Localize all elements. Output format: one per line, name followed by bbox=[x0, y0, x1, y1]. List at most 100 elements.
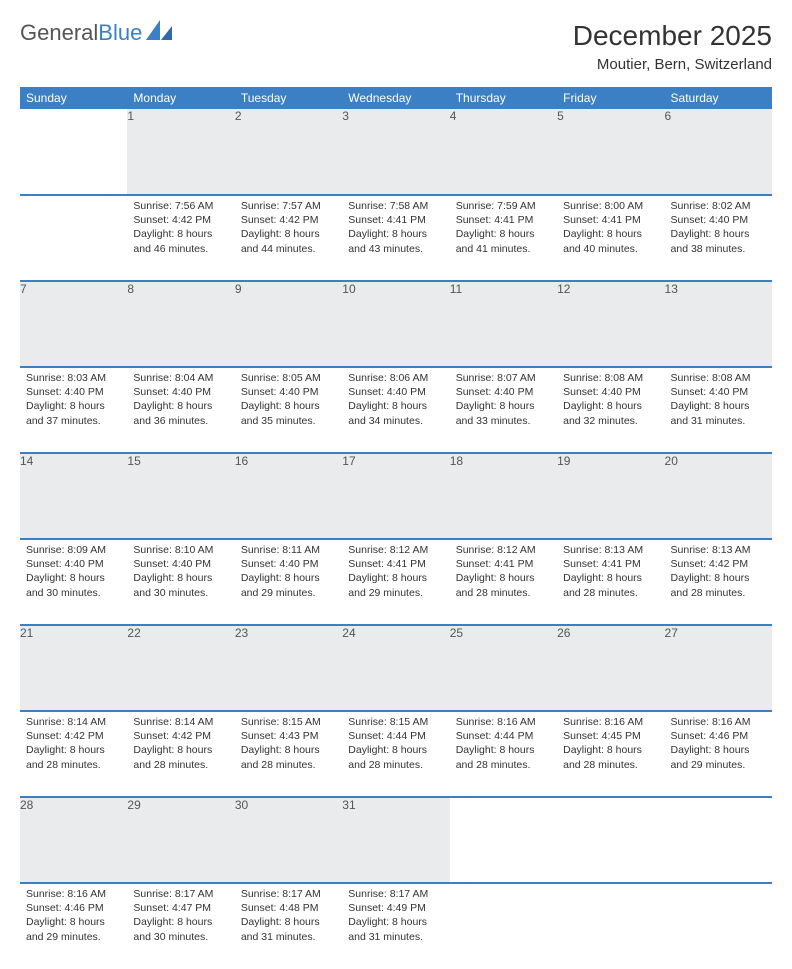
sunrise-text: Sunrise: 8:11 AM bbox=[241, 543, 336, 557]
brand-logo: GeneralBlue bbox=[20, 20, 172, 46]
day-cell bbox=[20, 195, 127, 281]
sunset-text: Sunset: 4:40 PM bbox=[241, 557, 336, 571]
day-number: 29 bbox=[127, 797, 234, 883]
day-number: 21 bbox=[20, 625, 127, 711]
day-cell: Sunrise: 7:56 AMSunset: 4:42 PMDaylight:… bbox=[127, 195, 234, 281]
daylight-text: Daylight: 8 hours and 29 minutes. bbox=[671, 743, 766, 771]
sunrise-text: Sunrise: 8:09 AM bbox=[26, 543, 121, 557]
day-cell: Sunrise: 8:13 AMSunset: 4:42 PMDaylight:… bbox=[665, 539, 772, 625]
weekday-header: Thursday bbox=[450, 87, 557, 109]
daylight-text: Daylight: 8 hours and 33 minutes. bbox=[456, 399, 551, 427]
day-cell: Sunrise: 8:09 AMSunset: 4:40 PMDaylight:… bbox=[20, 539, 127, 625]
brand-name-1: General bbox=[20, 20, 98, 46]
day-cell: Sunrise: 8:00 AMSunset: 4:41 PMDaylight:… bbox=[557, 195, 664, 281]
day-cell: Sunrise: 8:14 AMSunset: 4:42 PMDaylight:… bbox=[127, 711, 234, 797]
day-cell: Sunrise: 8:15 AMSunset: 4:43 PMDaylight:… bbox=[235, 711, 342, 797]
day-cell: Sunrise: 8:17 AMSunset: 4:48 PMDaylight:… bbox=[235, 883, 342, 969]
sunset-text: Sunset: 4:46 PM bbox=[671, 729, 766, 743]
weekday-header: Monday bbox=[127, 87, 234, 109]
weekday-header: Wednesday bbox=[342, 87, 449, 109]
sunrise-text: Sunrise: 8:00 AM bbox=[563, 199, 658, 213]
sunset-text: Sunset: 4:40 PM bbox=[133, 557, 228, 571]
sunset-text: Sunset: 4:40 PM bbox=[241, 385, 336, 399]
day-cell: Sunrise: 7:58 AMSunset: 4:41 PMDaylight:… bbox=[342, 195, 449, 281]
sunrise-text: Sunrise: 8:16 AM bbox=[26, 887, 121, 901]
sunrise-text: Sunrise: 8:17 AM bbox=[348, 887, 443, 901]
week-row: Sunrise: 8:03 AMSunset: 4:40 PMDaylight:… bbox=[20, 367, 772, 453]
daylight-text: Daylight: 8 hours and 28 minutes. bbox=[456, 743, 551, 771]
sunset-text: Sunset: 4:40 PM bbox=[348, 385, 443, 399]
sunset-text: Sunset: 4:40 PM bbox=[133, 385, 228, 399]
sunset-text: Sunset: 4:40 PM bbox=[456, 385, 551, 399]
day-cell: Sunrise: 8:10 AMSunset: 4:40 PMDaylight:… bbox=[127, 539, 234, 625]
daylight-text: Daylight: 8 hours and 28 minutes. bbox=[133, 743, 228, 771]
daylight-text: Daylight: 8 hours and 46 minutes. bbox=[133, 227, 228, 255]
day-number: 26 bbox=[557, 625, 664, 711]
sunset-text: Sunset: 4:45 PM bbox=[563, 729, 658, 743]
weekday-header: Friday bbox=[557, 87, 664, 109]
day-number: 2 bbox=[235, 109, 342, 195]
weekday-header: Sunday bbox=[20, 87, 127, 109]
day-cell: Sunrise: 8:08 AMSunset: 4:40 PMDaylight:… bbox=[557, 367, 664, 453]
day-cell: Sunrise: 8:16 AMSunset: 4:45 PMDaylight:… bbox=[557, 711, 664, 797]
daylight-text: Daylight: 8 hours and 28 minutes. bbox=[563, 743, 658, 771]
sunset-text: Sunset: 4:42 PM bbox=[241, 213, 336, 227]
daylight-text: Daylight: 8 hours and 40 minutes. bbox=[563, 227, 658, 255]
sunset-text: Sunset: 4:41 PM bbox=[348, 213, 443, 227]
sunrise-text: Sunrise: 8:10 AM bbox=[133, 543, 228, 557]
sunset-text: Sunset: 4:42 PM bbox=[671, 557, 766, 571]
sunrise-text: Sunrise: 8:14 AM bbox=[133, 715, 228, 729]
daynum-row: 14151617181920 bbox=[20, 453, 772, 539]
day-number: 7 bbox=[20, 281, 127, 367]
daynum-row: 123456 bbox=[20, 109, 772, 195]
daylight-text: Daylight: 8 hours and 28 minutes. bbox=[563, 571, 658, 599]
daylight-text: Daylight: 8 hours and 30 minutes. bbox=[133, 571, 228, 599]
day-number: 4 bbox=[450, 109, 557, 195]
day-cell bbox=[665, 883, 772, 969]
daylight-text: Daylight: 8 hours and 28 minutes. bbox=[241, 743, 336, 771]
week-row: Sunrise: 8:16 AMSunset: 4:46 PM Daylight:… bbox=[20, 883, 772, 969]
day-number: 12 bbox=[557, 281, 664, 367]
day-number bbox=[450, 797, 557, 883]
day-number: 23 bbox=[235, 625, 342, 711]
daylight-text: Daylight: 8 hours and 41 minutes. bbox=[456, 227, 551, 255]
daylight-text: Daylight: 8 hours and 36 minutes. bbox=[133, 399, 228, 427]
sunrise-text: Sunrise: 8:17 AM bbox=[133, 887, 228, 901]
sunset-text: Sunset: 4:40 PM bbox=[26, 557, 121, 571]
daylight-text: Daylight: 8 hours and 28 minutes. bbox=[348, 743, 443, 771]
daylight-text: Daylight: 8 hours and 30 minutes. bbox=[133, 915, 228, 943]
sunset-text: Sunset: 4:40 PM bbox=[26, 385, 121, 399]
sunrise-text: Sunrise: 8:03 AM bbox=[26, 371, 121, 385]
day-number bbox=[557, 797, 664, 883]
daylight-text: Daylight: 8 hours and 34 minutes. bbox=[348, 399, 443, 427]
sunrise-text: Sunrise: 8:15 AM bbox=[348, 715, 443, 729]
sunset-text: Sunset: 4:48 PM bbox=[241, 901, 336, 915]
day-number: 28 bbox=[20, 797, 127, 883]
day-number: 6 bbox=[665, 109, 772, 195]
sunrise-text: Sunrise: 8:12 AM bbox=[348, 543, 443, 557]
day-number: 27 bbox=[665, 625, 772, 711]
day-cell: Sunrise: 8:05 AMSunset: 4:40 PMDaylight:… bbox=[235, 367, 342, 453]
day-cell: Sunrise: 8:14 AMSunset: 4:42 PMDaylight:… bbox=[20, 711, 127, 797]
sail-icon bbox=[146, 20, 172, 46]
sunset-text: Sunset: 4:44 PM bbox=[456, 729, 551, 743]
day-cell: Sunrise: 8:16 AMSunset: 4:44 PMDaylight:… bbox=[450, 711, 557, 797]
sunset-text: Sunset: 4:43 PM bbox=[241, 729, 336, 743]
day-number: 25 bbox=[450, 625, 557, 711]
day-cell: Sunrise: 8:06 AMSunset: 4:40 PMDaylight:… bbox=[342, 367, 449, 453]
day-cell: Sunrise: 8:16 AMSunset: 4:46 PMDaylight:… bbox=[665, 711, 772, 797]
sunrise-text: Sunrise: 7:56 AM bbox=[133, 199, 228, 213]
sunrise-text: Sunrise: 8:13 AM bbox=[563, 543, 658, 557]
day-number: 22 bbox=[127, 625, 234, 711]
sunrise-text: Sunrise: 7:58 AM bbox=[348, 199, 443, 213]
sunset-text: Sunset: 4:41 PM bbox=[563, 213, 658, 227]
daylight-text: Daylight: 8 hours and 37 minutes. bbox=[26, 399, 121, 427]
weekday-header: Tuesday bbox=[235, 87, 342, 109]
day-cell: Sunrise: 8:12 AMSunset: 4:41 PMDaylight:… bbox=[342, 539, 449, 625]
sunset-text: Sunset: 4:46 PM bbox=[26, 901, 121, 915]
sunrise-text: Sunrise: 8:16 AM bbox=[456, 715, 551, 729]
week-row: Sunrise: 8:14 AMSunset: 4:42 PMDaylight:… bbox=[20, 711, 772, 797]
day-number: 16 bbox=[235, 453, 342, 539]
day-number: 14 bbox=[20, 453, 127, 539]
day-cell bbox=[557, 883, 664, 969]
